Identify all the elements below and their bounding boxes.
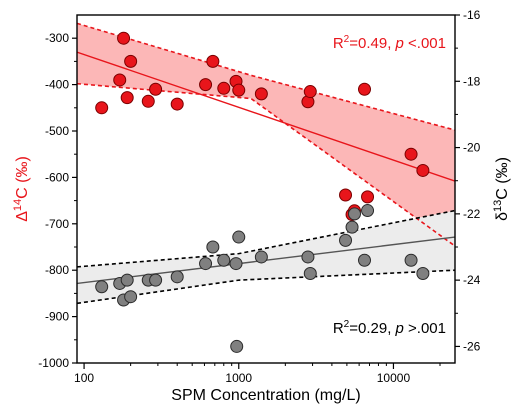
data-point bbox=[120, 91, 134, 105]
data-point bbox=[347, 207, 361, 221]
data-point bbox=[303, 85, 317, 99]
data-point bbox=[361, 204, 375, 218]
data-point bbox=[199, 257, 213, 271]
data-point bbox=[339, 188, 353, 202]
data-point bbox=[345, 220, 359, 234]
right-tick-label: -18 bbox=[463, 74, 481, 88]
data-point bbox=[339, 233, 353, 247]
ci-lower-line-red bbox=[77, 82, 455, 247]
left-axis-ticks: -300 -400 -500 -600 -700 -800 -900 -1000 bbox=[38, 31, 77, 370]
right-tick-label: -16 bbox=[463, 8, 481, 22]
data-point bbox=[301, 250, 315, 264]
data-point bbox=[416, 267, 430, 281]
right-tick-label: -24 bbox=[463, 273, 481, 287]
data-point bbox=[358, 82, 372, 96]
x-tick-label: 10000 bbox=[377, 371, 411, 385]
data-point bbox=[230, 339, 244, 353]
x-axis-title: SPM Concentration (mg/L) bbox=[171, 387, 360, 404]
fit-line-red bbox=[77, 51, 455, 182]
data-point bbox=[124, 54, 138, 68]
right-tick-label: -22 bbox=[463, 207, 481, 221]
x-tick-label: 1000 bbox=[225, 371, 252, 385]
ci-upper-line-red bbox=[77, 22, 455, 131]
left-tick-label: -400 bbox=[45, 78, 69, 92]
left-axis-title: Δ14C (‰) bbox=[12, 156, 31, 222]
data-point bbox=[113, 73, 127, 87]
data-point bbox=[254, 87, 268, 101]
data-point bbox=[217, 81, 231, 95]
data-point bbox=[149, 82, 163, 96]
data-point bbox=[358, 253, 372, 267]
data-point bbox=[149, 273, 163, 287]
data-point bbox=[229, 257, 243, 271]
data-point bbox=[404, 147, 418, 161]
left-tick-label: -500 bbox=[45, 124, 69, 138]
plot-frame bbox=[76, 14, 456, 364]
data-point bbox=[254, 250, 268, 264]
data-point bbox=[141, 94, 155, 108]
data-point bbox=[361, 190, 375, 204]
right-tick-label: -20 bbox=[463, 141, 481, 155]
right-tick-label: -26 bbox=[463, 339, 481, 353]
ci-lower-line-gray bbox=[77, 269, 455, 305]
data-point bbox=[170, 270, 184, 284]
left-tick-label: -700 bbox=[45, 217, 69, 231]
data-point bbox=[117, 31, 131, 45]
data-point bbox=[303, 267, 317, 281]
left-tick-label: -900 bbox=[45, 310, 69, 324]
left-tick-label: -1000 bbox=[38, 356, 69, 370]
data-point bbox=[170, 97, 184, 111]
data-point bbox=[404, 253, 418, 267]
data-point bbox=[416, 163, 430, 177]
x-tick-label: 100 bbox=[74, 371, 94, 385]
data-point bbox=[95, 280, 109, 294]
confidence-band-red bbox=[77, 23, 455, 247]
data-point bbox=[206, 54, 220, 68]
left-tick-label: -600 bbox=[45, 170, 69, 184]
plot-area bbox=[77, 22, 455, 353]
right-axis-ticks: -16 -18 -20 -22 -24 -26 bbox=[455, 8, 481, 353]
data-point bbox=[124, 290, 138, 304]
data-point bbox=[206, 240, 220, 254]
series-gray-points bbox=[95, 204, 430, 353]
left-tick-label: -300 bbox=[45, 31, 69, 45]
ci-upper-line-gray bbox=[77, 209, 455, 268]
data-point bbox=[120, 273, 134, 287]
x-axis-ticks: 100 1000 10000 bbox=[74, 363, 441, 385]
data-point bbox=[232, 83, 246, 97]
data-point bbox=[217, 253, 231, 267]
right-axis-title: δ13C (‰) bbox=[492, 157, 511, 221]
annotation-black-r2: R2=0.29, p >.001 bbox=[333, 319, 446, 337]
data-point bbox=[232, 230, 246, 244]
annotation-red-r2: R2=0.49, p <.001 bbox=[333, 34, 446, 52]
data-point bbox=[199, 78, 213, 92]
left-tick-label: -800 bbox=[45, 263, 69, 277]
data-point bbox=[95, 101, 109, 115]
